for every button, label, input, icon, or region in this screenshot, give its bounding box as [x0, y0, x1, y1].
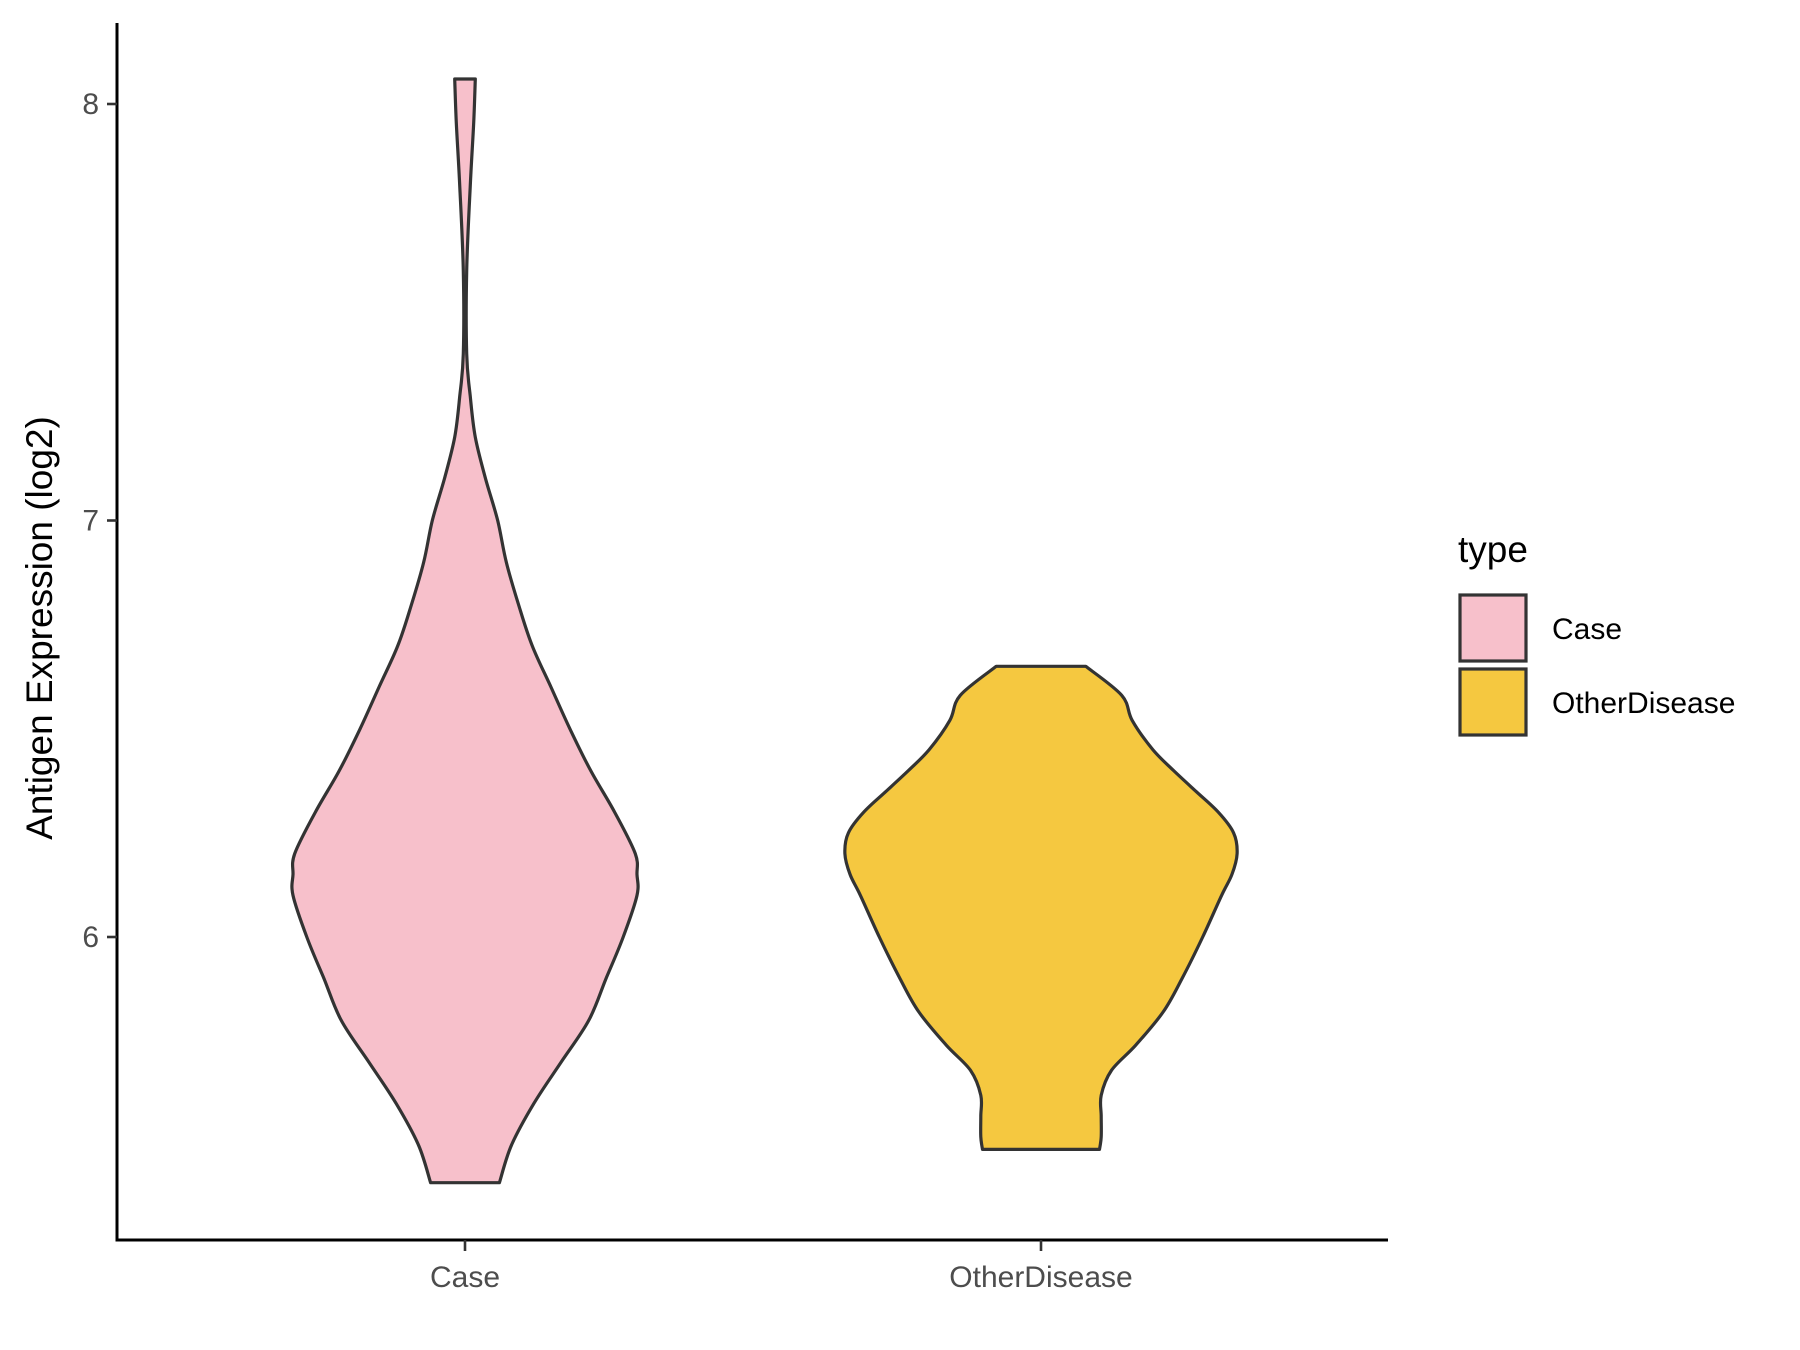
axes [115, 23, 1388, 1242]
violin-otherdisease [843, 664, 1239, 1151]
legend-label-case: Case [1552, 613, 1622, 646]
legend-items: Case OtherDisease [1458, 593, 1735, 737]
y-axis-title: Antigen Expression (log2) [19, 416, 60, 840]
y-tick-label: 6 [82, 921, 99, 954]
legend-key-otherdisease [1458, 667, 1528, 737]
violin-case [290, 77, 640, 1185]
x-ticks: Case OtherDisease [430, 1240, 1133, 1294]
y-tick-label: 7 [82, 505, 99, 538]
x-tick-label: Case [430, 1261, 500, 1294]
legend-key-case [1458, 593, 1528, 663]
y-ticks: 6 7 8 [82, 88, 117, 954]
legend: type Case OtherDisease [1458, 529, 1735, 737]
violins [290, 77, 1239, 1185]
y-tick-label: 8 [82, 88, 99, 121]
legend-label-otherdisease: OtherDisease [1552, 687, 1735, 720]
x-tick-label: OtherDisease [949, 1261, 1132, 1294]
legend-title: type [1458, 529, 1528, 570]
